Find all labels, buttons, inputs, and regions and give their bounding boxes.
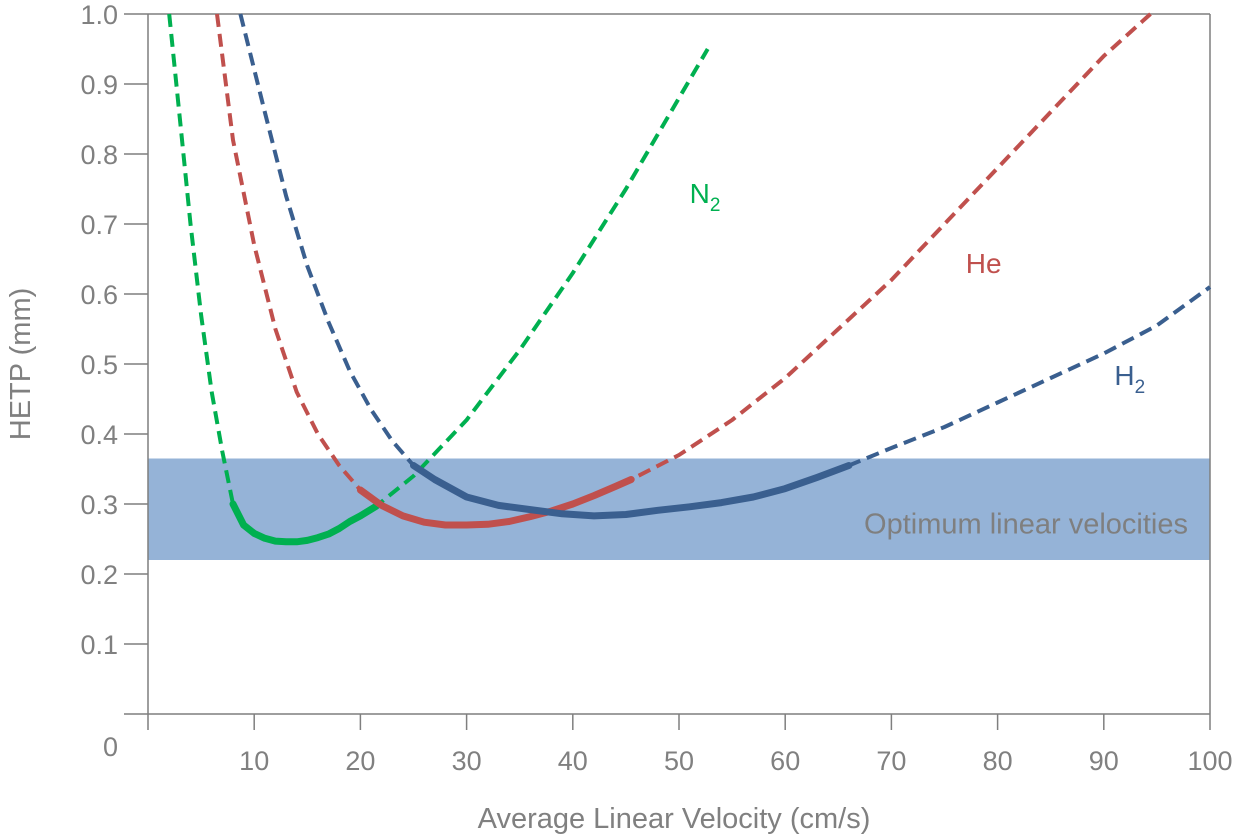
series-he	[215, 12, 1152, 529]
series-label-text: H	[1114, 360, 1134, 391]
x-tick-label: 90	[1089, 746, 1119, 776]
x-tick-label: 60	[770, 746, 800, 776]
series-label-text: N	[690, 178, 710, 209]
y-tick-label: 0.3	[80, 490, 118, 520]
x-tick-label: 50	[664, 746, 694, 776]
y-tick-label: 0.2	[80, 560, 118, 590]
series-label-subscript: 2	[710, 195, 721, 216]
series-layer	[167, 12, 1212, 546]
series-label-he: He	[966, 248, 1002, 279]
x-tick-label: 40	[558, 746, 588, 776]
x-tick-label: 100	[1187, 746, 1232, 776]
y-tick-label: 0.4	[80, 420, 118, 450]
y-tick-label: 0.5	[80, 350, 118, 380]
x-tick-label: 70	[876, 746, 906, 776]
y-tick-label: 0.8	[80, 140, 118, 170]
series-label-text: He	[966, 248, 1002, 279]
origin-label: 0	[103, 732, 118, 762]
axes-layer: 0.1 0.2 0.3 0.4 0.5 0.6 0.7 0.8 0.9 1.0 0 10 20 30 40 5…	[5, 0, 1233, 835]
series-h2	[238, 13, 1212, 520]
x-tick-label: 10	[239, 746, 269, 776]
series-line-solid-he	[356, 476, 635, 529]
y-tick-label: 0.7	[80, 210, 118, 240]
x-axis-title: Average Linear Velocity (cm/s)	[478, 803, 871, 835]
y-tick-label: 0.9	[80, 70, 118, 100]
series-line-dashed-h2	[238, 13, 1212, 518]
optimum-band-label: Optimum linear velocities	[864, 508, 1188, 540]
y-tick-label: 0.6	[80, 280, 118, 310]
series-label-n2: N2	[690, 178, 721, 216]
x-tick-label: 20	[345, 746, 375, 776]
series-n2	[167, 13, 710, 546]
y-tick-label: 1.0	[80, 0, 118, 30]
series-label-h2: H2	[1114, 360, 1145, 398]
x-tick-label: 30	[452, 746, 482, 776]
y-axis-title: HETP (mm)	[5, 288, 37, 441]
series-line-solid-n2	[229, 500, 380, 546]
x-tick-label: 80	[983, 746, 1013, 776]
series-label-subscript: 2	[1135, 377, 1146, 398]
y-tick-label: 0.1	[80, 630, 118, 660]
series-line-solid-h2	[410, 462, 853, 520]
